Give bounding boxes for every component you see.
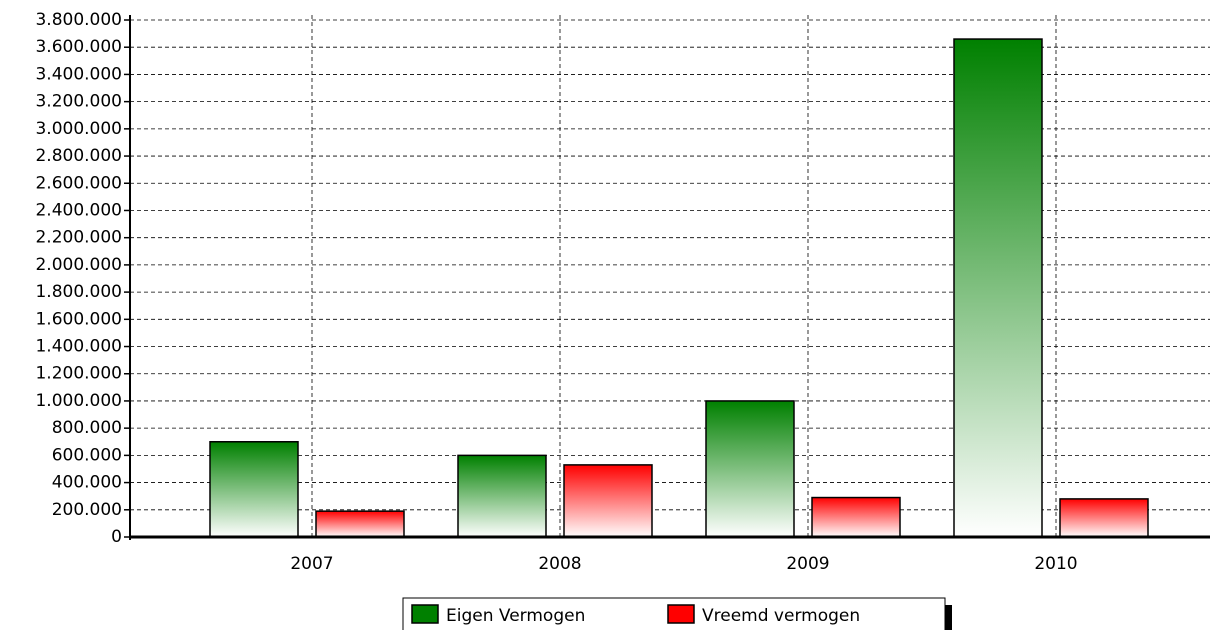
y-tick-label: 2.600.000 bbox=[35, 173, 122, 193]
y-tick-label: 600.000 bbox=[52, 445, 122, 465]
y-tick-label: 3.000.000 bbox=[35, 119, 122, 139]
y-tick-label: 1.000.000 bbox=[35, 391, 122, 411]
x-tick-label: 2009 bbox=[786, 554, 829, 574]
bar bbox=[953, 38, 1043, 538]
y-tick-label: 2.200.000 bbox=[35, 228, 122, 248]
bar bbox=[315, 510, 405, 538]
y-tick-label: 3.400.000 bbox=[35, 64, 122, 84]
y-tick-label: 200.000 bbox=[52, 500, 122, 520]
x-tick-label: 2008 bbox=[538, 554, 581, 574]
y-tick-label: 800.000 bbox=[52, 418, 122, 438]
y-tick-label: 3.200.000 bbox=[35, 92, 122, 112]
x-tick-label: 2007 bbox=[290, 554, 333, 574]
legend-shadow bbox=[945, 605, 952, 630]
bar bbox=[209, 441, 299, 538]
y-tick-label: 1.400.000 bbox=[35, 337, 122, 357]
y-tick-label: 3.600.000 bbox=[35, 37, 122, 57]
bar bbox=[563, 464, 653, 538]
y-tick-label: 3.800.000 bbox=[35, 10, 122, 30]
x-tick-label: 2010 bbox=[1034, 554, 1077, 574]
legend-swatch bbox=[411, 604, 439, 624]
y-tick-label: 400.000 bbox=[52, 473, 122, 493]
legend-swatch bbox=[667, 604, 695, 624]
legend-label: Vreemd vermogen bbox=[702, 606, 860, 626]
bar bbox=[811, 496, 901, 538]
y-tick-label: 2.400.000 bbox=[35, 200, 122, 220]
bar bbox=[1059, 498, 1149, 538]
bar bbox=[705, 400, 795, 538]
bar bbox=[457, 454, 547, 538]
y-tick-label: 2.000.000 bbox=[35, 255, 122, 275]
y-tick-label: 2.800.000 bbox=[35, 146, 122, 166]
y-tick-label: 1.800.000 bbox=[35, 282, 122, 302]
legend-label: Eigen Vermogen bbox=[446, 606, 585, 626]
y-tick-label: 0 bbox=[111, 527, 122, 547]
y-tick-label: 1.200.000 bbox=[35, 364, 122, 384]
y-tick-label: 1.600.000 bbox=[35, 309, 122, 329]
